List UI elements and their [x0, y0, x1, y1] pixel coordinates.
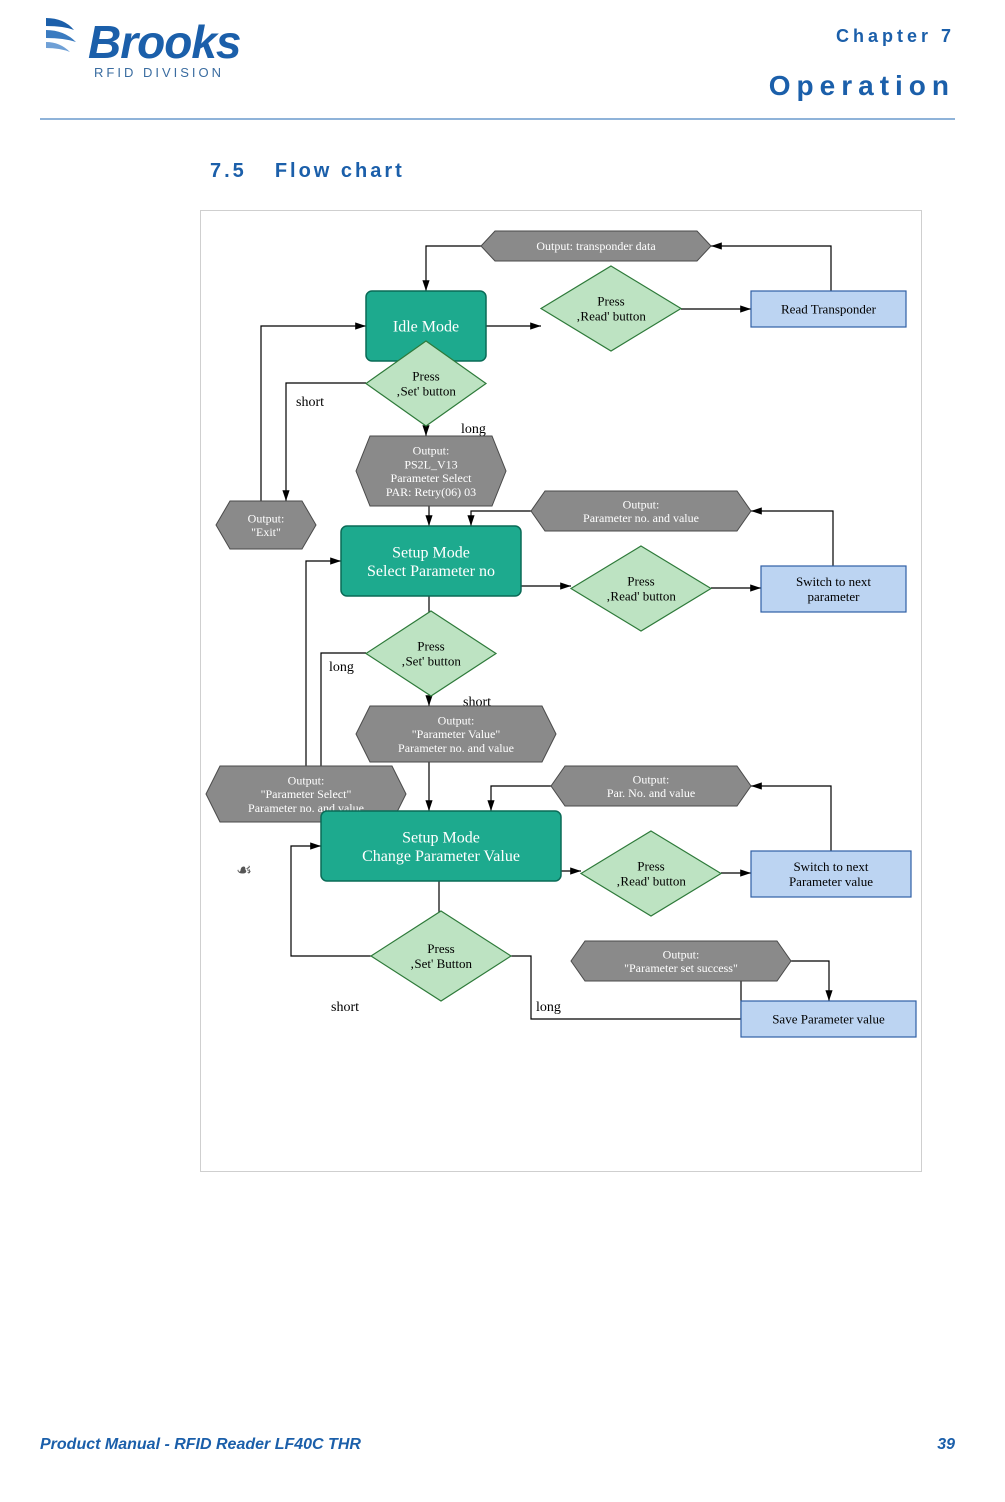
svg-text:Output:: Output: [248, 511, 285, 525]
svg-text:Idle Mode: Idle Mode [393, 319, 459, 336]
footer-title: Product Manual - RFID Reader LF40C THR [40, 1436, 361, 1454]
svg-text:"Parameter set success": "Parameter set success" [624, 961, 738, 975]
svg-text:Read Transponder: Read Transponder [781, 302, 877, 317]
svg-text:"Parameter Value": "Parameter Value" [412, 727, 501, 741]
svg-text:Setup Mode: Setup Mode [402, 829, 480, 846]
svg-text:Parameter Select: Parameter Select [391, 471, 473, 485]
chapter-label: Chapter 7 [836, 26, 955, 47]
logo: Brooks RFID DIVISION [40, 12, 240, 80]
svg-text:☙: ☙ [236, 860, 252, 880]
flowchart-figure: longshortshortlonglongshortIdle ModeOutp… [200, 210, 922, 1172]
section-title: Flow chart [275, 160, 405, 182]
svg-text:short: short [331, 1000, 359, 1015]
svg-text:Press: Press [412, 369, 439, 384]
brand-division: RFID DIVISION [40, 65, 240, 80]
svg-text:Output:: Output: [438, 713, 475, 727]
svg-text:PS2L_V13: PS2L_V13 [404, 457, 457, 471]
svg-text:Output:: Output: [413, 444, 450, 458]
svg-text:long: long [536, 1000, 561, 1015]
svg-text:long: long [461, 422, 486, 437]
brooks-mark-icon [40, 12, 82, 54]
svg-text:parameter: parameter [808, 589, 861, 604]
svg-text:‚Set' Button: ‚Set' Button [410, 956, 472, 971]
section-number: 7.5 [210, 160, 247, 182]
svg-text:long: long [329, 660, 354, 675]
header-rule [40, 118, 955, 120]
svg-text:Press: Press [417, 639, 444, 654]
page-title: Operation [769, 70, 955, 102]
svg-text:Select Parameter no: Select Parameter no [367, 563, 495, 580]
svg-text:Press: Press [637, 859, 664, 874]
svg-text:Switch to next: Switch to next [793, 859, 868, 874]
svg-text:Par. No. and value: Par. No. and value [607, 786, 695, 800]
svg-text:Output:: Output: [288, 773, 325, 787]
svg-text:Parameter value: Parameter value [789, 874, 873, 889]
svg-text:PAR: Retry(06) 03: PAR: Retry(06) 03 [386, 485, 476, 499]
svg-text:Press: Press [597, 294, 624, 309]
svg-text:Press: Press [427, 941, 454, 956]
svg-text:"Exit": "Exit" [251, 525, 281, 539]
svg-text:Parameter no. and value: Parameter no. and value [398, 741, 514, 755]
svg-text:Switch to next: Switch to next [796, 574, 871, 589]
svg-text:‚Set' button: ‚Set' button [396, 384, 456, 399]
svg-text:‚Set' button: ‚Set' button [401, 654, 461, 669]
footer-page-number: 39 [937, 1436, 955, 1454]
brand-name: Brooks [88, 16, 240, 68]
svg-text:‚Read' button: ‚Read' button [576, 309, 646, 324]
svg-text:‚Read' button: ‚Read' button [606, 589, 676, 604]
svg-text:Output:: Output: [663, 947, 700, 961]
svg-text:Change Parameter Value: Change Parameter Value [362, 848, 520, 865]
svg-text:Save Parameter value: Save Parameter value [772, 1012, 885, 1027]
section-heading: 7.5 Flow chart [210, 160, 405, 183]
svg-text:Press: Press [627, 574, 654, 589]
svg-text:‚Read' button: ‚Read' button [616, 874, 686, 889]
svg-text:Setup Mode: Setup Mode [392, 544, 470, 561]
svg-text:short: short [296, 395, 324, 410]
svg-text:"Parameter Select": "Parameter Select" [261, 787, 352, 801]
svg-text:Parameter no. and value: Parameter no. and value [583, 511, 699, 525]
svg-text:Output:: Output: [633, 772, 670, 786]
svg-text:Output: transponder data: Output: transponder data [536, 239, 656, 253]
svg-text:Output:: Output: [623, 497, 660, 511]
